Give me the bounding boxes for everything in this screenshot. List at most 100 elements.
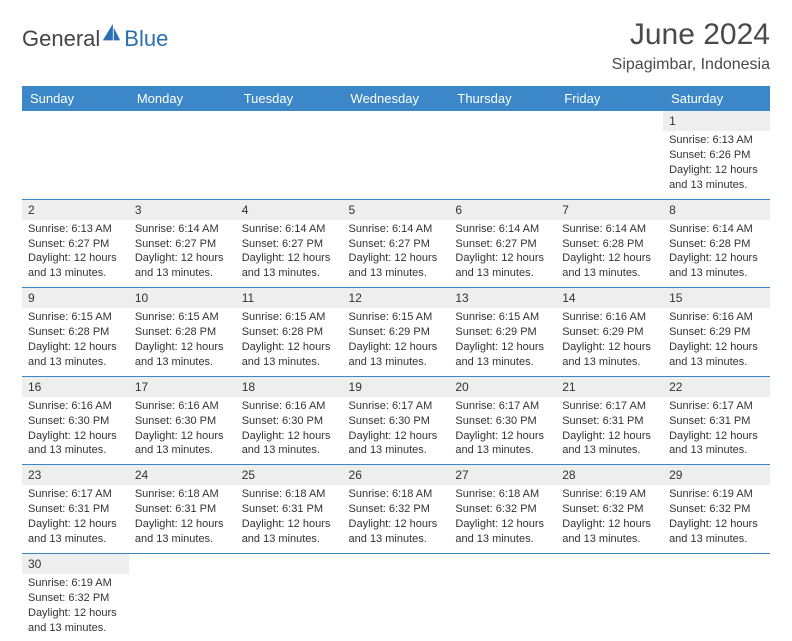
day-line: Daylight: 12 hours bbox=[28, 340, 123, 355]
day-details: Sunrise: 6:16 AMSunset: 6:29 PMDaylight:… bbox=[562, 310, 657, 369]
day-line: Sunrise: 6:15 AM bbox=[135, 310, 230, 325]
day-number: 6 bbox=[449, 200, 556, 220]
day-line: Sunset: 6:32 PM bbox=[562, 502, 657, 517]
day-number: 23 bbox=[22, 465, 129, 485]
day-line: and 13 minutes. bbox=[135, 443, 230, 458]
day-number: 25 bbox=[236, 465, 343, 485]
calendar-week-row: 9Sunrise: 6:15 AMSunset: 6:28 PMDaylight… bbox=[22, 288, 770, 377]
day-line: Sunset: 6:27 PM bbox=[242, 237, 337, 252]
day-line: Daylight: 12 hours bbox=[669, 163, 764, 178]
day-number: 20 bbox=[449, 377, 556, 397]
day-number: 1 bbox=[663, 111, 770, 131]
day-number: 19 bbox=[343, 377, 450, 397]
day-line: Daylight: 12 hours bbox=[455, 251, 550, 266]
calendar-table: Sunday Monday Tuesday Wednesday Thursday… bbox=[22, 86, 770, 641]
day-line: Sunrise: 6:16 AM bbox=[669, 310, 764, 325]
calendar-cell: 8Sunrise: 6:14 AMSunset: 6:28 PMDaylight… bbox=[663, 199, 770, 288]
day-number: 13 bbox=[449, 288, 556, 308]
day-line: and 13 minutes. bbox=[349, 443, 444, 458]
day-line: Daylight: 12 hours bbox=[242, 517, 337, 532]
day-details: Sunrise: 6:19 AMSunset: 6:32 PMDaylight:… bbox=[28, 576, 123, 635]
weekday-header: Wednesday bbox=[343, 86, 450, 111]
day-details: Sunrise: 6:16 AMSunset: 6:30 PMDaylight:… bbox=[242, 399, 337, 458]
day-line: and 13 minutes. bbox=[135, 266, 230, 281]
day-number: 2 bbox=[22, 200, 129, 220]
day-number: 12 bbox=[343, 288, 450, 308]
day-line: Sunrise: 6:16 AM bbox=[28, 399, 123, 414]
day-line: and 13 minutes. bbox=[28, 621, 123, 636]
calendar-cell: 24Sunrise: 6:18 AMSunset: 6:31 PMDayligh… bbox=[129, 465, 236, 554]
day-line: Sunrise: 6:14 AM bbox=[135, 222, 230, 237]
day-line: and 13 minutes. bbox=[455, 355, 550, 370]
day-line: Daylight: 12 hours bbox=[242, 429, 337, 444]
day-details: Sunrise: 6:16 AMSunset: 6:30 PMDaylight:… bbox=[135, 399, 230, 458]
calendar-cell: 9Sunrise: 6:15 AMSunset: 6:28 PMDaylight… bbox=[22, 288, 129, 377]
day-line: Daylight: 12 hours bbox=[135, 429, 230, 444]
day-number: 7 bbox=[556, 200, 663, 220]
day-line: and 13 minutes. bbox=[242, 532, 337, 547]
day-details: Sunrise: 6:19 AMSunset: 6:32 PMDaylight:… bbox=[669, 487, 764, 546]
day-line: Sunset: 6:31 PM bbox=[28, 502, 123, 517]
calendar-cell: 25Sunrise: 6:18 AMSunset: 6:31 PMDayligh… bbox=[236, 465, 343, 554]
day-line: Daylight: 12 hours bbox=[562, 340, 657, 355]
calendar-cell: 13Sunrise: 6:15 AMSunset: 6:29 PMDayligh… bbox=[449, 288, 556, 377]
day-number: 18 bbox=[236, 377, 343, 397]
day-line: and 13 minutes. bbox=[669, 532, 764, 547]
day-line: Sunrise: 6:18 AM bbox=[242, 487, 337, 502]
calendar-cell bbox=[236, 111, 343, 199]
day-line: Sunset: 6:31 PM bbox=[562, 414, 657, 429]
weekday-header: Saturday bbox=[663, 86, 770, 111]
day-number: 10 bbox=[129, 288, 236, 308]
month-title: June 2024 bbox=[612, 18, 770, 52]
day-line: Daylight: 12 hours bbox=[562, 429, 657, 444]
calendar-cell: 2Sunrise: 6:13 AMSunset: 6:27 PMDaylight… bbox=[22, 199, 129, 288]
day-number: 15 bbox=[663, 288, 770, 308]
day-details: Sunrise: 6:16 AMSunset: 6:30 PMDaylight:… bbox=[28, 399, 123, 458]
weekday-header: Tuesday bbox=[236, 86, 343, 111]
day-line: Sunrise: 6:16 AM bbox=[135, 399, 230, 414]
calendar-cell: 23Sunrise: 6:17 AMSunset: 6:31 PMDayligh… bbox=[22, 465, 129, 554]
day-line: and 13 minutes. bbox=[669, 266, 764, 281]
calendar-cell bbox=[129, 553, 236, 641]
calendar-week-row: 16Sunrise: 6:16 AMSunset: 6:30 PMDayligh… bbox=[22, 376, 770, 465]
calendar-cell bbox=[343, 553, 450, 641]
day-line: Sunset: 6:30 PM bbox=[28, 414, 123, 429]
day-line: and 13 minutes. bbox=[28, 266, 123, 281]
day-line: Daylight: 12 hours bbox=[135, 340, 230, 355]
day-details: Sunrise: 6:18 AMSunset: 6:32 PMDaylight:… bbox=[349, 487, 444, 546]
day-line: and 13 minutes. bbox=[455, 532, 550, 547]
day-details: Sunrise: 6:15 AMSunset: 6:29 PMDaylight:… bbox=[349, 310, 444, 369]
day-line: Daylight: 12 hours bbox=[562, 251, 657, 266]
page-header: General Blue June 2024 Sipagimbar, Indon… bbox=[22, 18, 770, 74]
day-line: Daylight: 12 hours bbox=[28, 517, 123, 532]
day-details: Sunrise: 6:14 AMSunset: 6:28 PMDaylight:… bbox=[562, 222, 657, 281]
day-line: Daylight: 12 hours bbox=[135, 517, 230, 532]
day-number: 9 bbox=[22, 288, 129, 308]
calendar-week-row: 23Sunrise: 6:17 AMSunset: 6:31 PMDayligh… bbox=[22, 465, 770, 554]
day-details: Sunrise: 6:13 AMSunset: 6:27 PMDaylight:… bbox=[28, 222, 123, 281]
day-number: 14 bbox=[556, 288, 663, 308]
calendar-cell: 14Sunrise: 6:16 AMSunset: 6:29 PMDayligh… bbox=[556, 288, 663, 377]
day-line: Sunset: 6:32 PM bbox=[349, 502, 444, 517]
day-line: Sunrise: 6:17 AM bbox=[669, 399, 764, 414]
calendar-cell: 28Sunrise: 6:19 AMSunset: 6:32 PMDayligh… bbox=[556, 465, 663, 554]
calendar-cell: 29Sunrise: 6:19 AMSunset: 6:32 PMDayligh… bbox=[663, 465, 770, 554]
day-line: and 13 minutes. bbox=[562, 355, 657, 370]
calendar-cell bbox=[556, 553, 663, 641]
day-details: Sunrise: 6:14 AMSunset: 6:28 PMDaylight:… bbox=[669, 222, 764, 281]
day-line: Sunset: 6:31 PM bbox=[135, 502, 230, 517]
calendar-cell bbox=[129, 111, 236, 199]
day-line: Sunrise: 6:15 AM bbox=[349, 310, 444, 325]
calendar-cell: 4Sunrise: 6:14 AMSunset: 6:27 PMDaylight… bbox=[236, 199, 343, 288]
day-details: Sunrise: 6:19 AMSunset: 6:32 PMDaylight:… bbox=[562, 487, 657, 546]
brand-logo: General Blue bbox=[22, 26, 168, 52]
day-details: Sunrise: 6:17 AMSunset: 6:31 PMDaylight:… bbox=[669, 399, 764, 458]
calendar-cell: 10Sunrise: 6:15 AMSunset: 6:28 PMDayligh… bbox=[129, 288, 236, 377]
day-number: 4 bbox=[236, 200, 343, 220]
day-line: and 13 minutes. bbox=[28, 355, 123, 370]
day-line: Sunset: 6:32 PM bbox=[455, 502, 550, 517]
calendar-cell: 12Sunrise: 6:15 AMSunset: 6:29 PMDayligh… bbox=[343, 288, 450, 377]
day-line: Daylight: 12 hours bbox=[28, 606, 123, 621]
weekday-header: Monday bbox=[129, 86, 236, 111]
day-line: Daylight: 12 hours bbox=[349, 429, 444, 444]
